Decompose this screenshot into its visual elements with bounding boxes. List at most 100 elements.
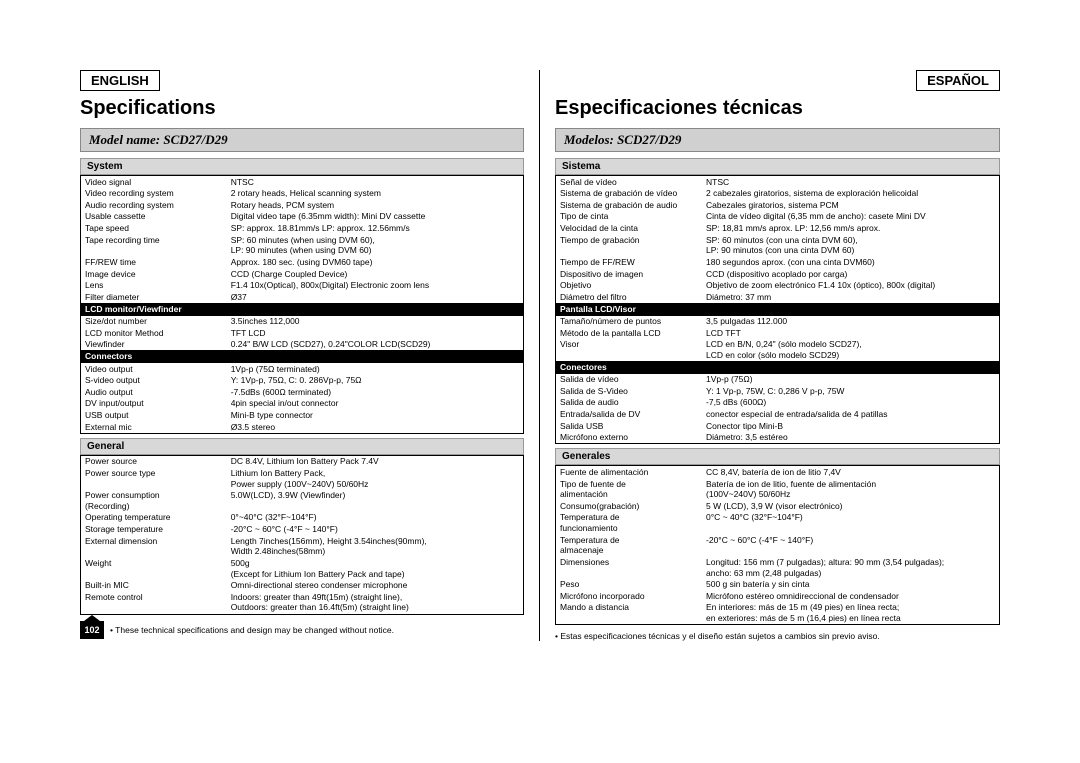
spec-row: LensF1.4 10x(Optical), 800x(Digital) Ele… xyxy=(81,280,524,292)
spec-label: Micrófono incorporado xyxy=(556,590,703,602)
spec-subhead-cell: Conectores xyxy=(556,361,1000,374)
spec-value: Objetivo de zoom electrónico F1.4 10x (ó… xyxy=(702,280,999,292)
spec-label: Objetivo xyxy=(556,280,703,292)
spec-value: TFT LCD xyxy=(227,327,524,339)
spec-row: FF/REW timeApprox. 180 sec. (using DVM60… xyxy=(81,256,524,268)
footnote-text-spanish: • Estas especificaciones técnicas y el d… xyxy=(555,631,880,641)
spec-table: Señal de vídeoNTSCSistema de grabación d… xyxy=(555,175,1000,444)
spec-value: Digital video tape (6.35mm width): Mini … xyxy=(227,211,524,223)
spec-value: Length 7inches(156mm), Height 3.54inches… xyxy=(227,535,524,557)
spec-label: Tape recording time xyxy=(81,234,227,256)
spec-subhead-row: Connectors xyxy=(81,350,524,363)
spec-value: Ø3.5 stereo xyxy=(227,421,524,433)
spec-label: Tipo de fuente dealimentación xyxy=(556,478,703,500)
spec-label: S-video output xyxy=(81,375,227,387)
spec-label: Sistema de grabación de vídeo xyxy=(556,188,703,200)
spec-value: 5.0W(LCD), 3.9W (Viewfinder) xyxy=(227,490,524,512)
spec-row: Sistema de grabación de audioCabezales g… xyxy=(556,199,1000,211)
spec-label: External dimension xyxy=(81,535,227,557)
spec-label: Lens xyxy=(81,280,227,292)
spec-value: Y: 1Vp-p, 75Ω, C: 0. 286Vp-p, 75Ω xyxy=(227,375,524,387)
spec-row: Temperatura dealmacenaje-20°C ~ 60°C (-4… xyxy=(556,534,1000,556)
spec-label: Power source xyxy=(81,455,227,467)
spec-label: Velocidad de la cinta xyxy=(556,223,703,235)
spec-value: -7,5 dBs (600Ω) xyxy=(702,397,999,409)
spec-label: Método de la pantalla LCD xyxy=(556,327,703,339)
spec-value: SP: 18,81 mm/s aprox. LP: 12,56 mm/s apr… xyxy=(702,223,999,235)
language-label-spanish: ESPAÑOL xyxy=(916,70,1000,91)
spec-label: Audio recording system xyxy=(81,199,227,211)
spec-subhead-cell: Connectors xyxy=(81,350,524,363)
spec-value: 2 cabezales giratorios, sistema de explo… xyxy=(702,188,999,200)
spec-value: Diámetro: 3,5 estéreo xyxy=(702,432,999,444)
spec-label: DV input/output xyxy=(81,398,227,410)
spec-value: LCD TFT xyxy=(702,327,999,339)
spec-label: Tipo de cinta xyxy=(556,211,703,223)
spec-value: CC 8,4V, batería de ion de litio 7,4V xyxy=(702,466,999,478)
spec-row: Peso500 g sin batería y sin cinta xyxy=(556,579,1000,591)
column-spanish: ESPAÑOL Especificaciones técnicas Modelo… xyxy=(540,70,1000,641)
spec-row: Audio recording systemRotary heads, PCM … xyxy=(81,199,524,211)
spec-label: Power consumption(Recording) xyxy=(81,490,227,512)
spec-label: Viewfinder xyxy=(81,339,227,351)
spec-label: Diámetro del filtro xyxy=(556,291,703,303)
spec-value: NTSC xyxy=(227,176,524,188)
spec-label: Salida de S-Video xyxy=(556,385,703,397)
spec-value: Batería de ion de litio, fuente de alime… xyxy=(702,478,999,500)
spec-row: External micØ3.5 stereo xyxy=(81,421,524,433)
spec-value: 5 W (LCD), 3,9 W (visor electrónico) xyxy=(702,500,999,512)
spec-row: Tamaño/número de puntos3,5 pulgadas 112.… xyxy=(556,316,1000,328)
spec-value: 0°~40°C (32°F~104°F) xyxy=(227,512,524,524)
spec-value: Conector tipo Mini-B xyxy=(702,420,999,432)
spec-value: 3.5inches 112,000 xyxy=(227,316,524,328)
spec-value: LCD en B/N, 0,24" (sólo modelo SCD27),LC… xyxy=(702,339,999,361)
spec-value: 0.24" B/W LCD (SCD27), 0.24"COLOR LCD(SC… xyxy=(227,339,524,351)
spec-value: Indoors: greater than 49ft(15m) (straigh… xyxy=(227,591,524,614)
spec-row: Dispositivo de imagenCCD (dispositivo ac… xyxy=(556,268,1000,280)
spec-label: Image device xyxy=(81,268,227,280)
spec-row: External dimensionLength 7inches(156mm),… xyxy=(81,535,524,557)
section-heading: Sistema xyxy=(555,158,1000,175)
spec-label: Temperatura dealmacenaje xyxy=(556,534,703,556)
spec-row: ObjetivoObjetivo de zoom electrónico F1.… xyxy=(556,280,1000,292)
spec-label: Salida USB xyxy=(556,420,703,432)
spec-row: DV input/output4pin special in/out conne… xyxy=(81,398,524,410)
spec-label: Filter diameter xyxy=(81,291,227,303)
spec-value: Diámetro: 37 mm xyxy=(702,291,999,303)
spec-row: Salida de audio-7,5 dBs (600Ω) xyxy=(556,397,1000,409)
column-english: ENGLISH Specifications Model name: SCD27… xyxy=(80,70,540,641)
spec-label: Storage temperature xyxy=(81,524,227,536)
sections-english: SystemVideo signalNTSCVideo recording sy… xyxy=(80,158,524,615)
page-number-badge: 102 xyxy=(80,621,104,639)
spec-row: Viewfinder0.24" B/W LCD (SCD27), 0.24"CO… xyxy=(81,339,524,351)
spec-label: Tiempo de grabación xyxy=(556,234,703,256)
spec-label: Salida de audio xyxy=(556,397,703,409)
spec-label: Video signal xyxy=(81,176,227,188)
footnote-spanish: • Estas especificaciones técnicas y el d… xyxy=(555,631,1000,641)
spec-label: Dimensiones xyxy=(556,556,703,578)
footnote-english: 102 • These technical specifications and… xyxy=(80,621,524,639)
spec-row: Video recording system2 rotary heads, He… xyxy=(81,188,524,200)
spec-value: SP: 60 minutes (when using DVM 60),LP: 9… xyxy=(227,234,524,256)
sections-spanish: SistemaSeñal de vídeoNTSCSistema de grab… xyxy=(555,158,1000,625)
spec-table: Video signalNTSCVideo recording system2 … xyxy=(80,175,524,434)
spec-row: Señal de vídeoNTSC xyxy=(556,176,1000,188)
spec-row: Power consumption(Recording)5.0W(LCD), 3… xyxy=(81,490,524,512)
model-bar-english: Model name: SCD27/D29 xyxy=(80,128,524,152)
spec-row: VisorLCD en B/N, 0,24" (sólo modelo SCD2… xyxy=(556,339,1000,361)
spec-row: Image deviceCCD (Charge Coupled Device) xyxy=(81,268,524,280)
spec-row: Método de la pantalla LCDLCD TFT xyxy=(556,327,1000,339)
spec-row: Micrófono externoDiámetro: 3,5 estéreo xyxy=(556,432,1000,444)
spec-value: Cinta de vídeo digital (6,35 mm de ancho… xyxy=(702,211,999,223)
spec-row: Tape recording timeSP: 60 minutes (when … xyxy=(81,234,524,256)
spec-row: S-video outputY: 1Vp-p, 75Ω, C: 0. 286Vp… xyxy=(81,375,524,387)
spec-row: Fuente de alimentaciónCC 8,4V, batería d… xyxy=(556,466,1000,478)
spec-label: Operating temperature xyxy=(81,512,227,524)
spec-label: Power source type xyxy=(81,467,227,489)
spec-value: conector especial de entrada/salida de 4… xyxy=(702,409,999,421)
spec-row: Tipo de fuente dealimentaciónBatería de … xyxy=(556,478,1000,500)
spec-value: SP: 60 minutos (con una cinta DVM 60),LP… xyxy=(702,234,999,256)
spec-label: USB output xyxy=(81,410,227,422)
spec-table: Fuente de alimentaciónCC 8,4V, batería d… xyxy=(555,465,1000,625)
spec-value: Rotary heads, PCM system xyxy=(227,199,524,211)
